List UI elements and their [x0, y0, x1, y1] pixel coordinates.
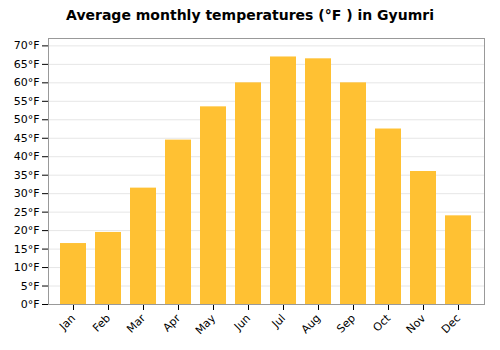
svg-text:40°F: 40°F: [14, 150, 40, 163]
svg-text:50°F: 50°F: [14, 113, 40, 126]
svg-text:Jun: Jun: [231, 312, 253, 334]
svg-text:Jul: Jul: [269, 312, 288, 331]
svg-text:0°F: 0°F: [21, 298, 40, 311]
svg-text:55°F: 55°F: [14, 95, 40, 108]
svg-text:Mar: Mar: [124, 311, 148, 335]
svg-text:70°F: 70°F: [14, 39, 40, 52]
svg-text:Sep: Sep: [334, 312, 358, 336]
svg-text:10°F: 10°F: [14, 261, 40, 274]
svg-text:Aug: Aug: [299, 312, 323, 336]
svg-text:35°F: 35°F: [14, 169, 40, 182]
svg-text:5°F: 5°F: [21, 280, 40, 293]
svg-text:Apr: Apr: [160, 311, 183, 334]
svg-text:May: May: [193, 311, 219, 337]
svg-text:15°F: 15°F: [14, 243, 40, 256]
svg-text:60°F: 60°F: [14, 76, 40, 89]
svg-text:Jan: Jan: [56, 312, 78, 334]
svg-text:Oct: Oct: [370, 311, 393, 334]
svg-text:20°F: 20°F: [14, 224, 40, 237]
svg-text:65°F: 65°F: [14, 58, 40, 71]
html-text:Average monthly temperatures (: Average monthly temperatures (°F ) in Gy…: [66, 7, 434, 23]
svg-text:25°F: 25°F: [14, 206, 40, 219]
svg-text:45°F: 45°F: [14, 132, 40, 145]
svg-text:30°F: 30°F: [14, 187, 40, 200]
svg-text:Feb: Feb: [90, 312, 113, 335]
svg-text:Nov: Nov: [404, 311, 429, 336]
svg-text:Dec: Dec: [439, 312, 463, 336]
